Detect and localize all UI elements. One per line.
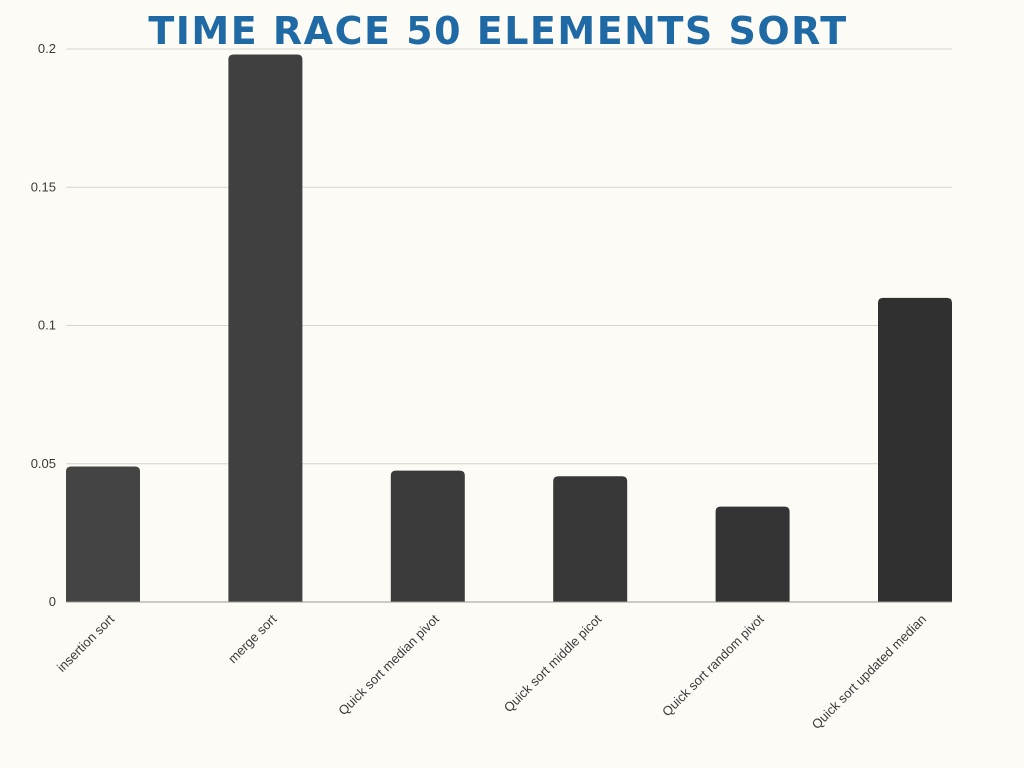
x-tick-label: merge sort — [225, 611, 280, 666]
y-tick-label: 0.15 — [31, 179, 56, 194]
x-tick-label: Quick sort median pivot — [335, 611, 442, 718]
x-axis-labels: insertion sort merge sort Quick sort media… — [54, 611, 929, 732]
bar — [878, 297, 952, 602]
bar — [66, 466, 140, 602]
gridlines — [66, 48, 952, 465]
x-tick-label: insertion sort — [54, 611, 118, 675]
y-tick-label: 0.2 — [38, 41, 56, 56]
x-tick-label: Quick sort updated median — [809, 612, 929, 732]
y-tick-label: 0.1 — [38, 318, 56, 333]
y-tick-label: 0.05 — [31, 456, 56, 471]
x-tick-label: Quick sort random pivot — [659, 611, 767, 719]
bar — [390, 470, 465, 602]
bar — [228, 54, 303, 602]
bar — [715, 506, 790, 602]
x-tick-label: Quick sort middle picot — [501, 611, 605, 715]
bar — [553, 476, 628, 602]
chart-title: TIME RACE 50 ELEMENTS SORT — [148, 9, 847, 53]
y-tick-label: 0 — [49, 594, 56, 609]
bars — [66, 54, 952, 602]
y-axis-ticks: 0 0.05 0.1 0.15 0.2 — [31, 41, 56, 609]
